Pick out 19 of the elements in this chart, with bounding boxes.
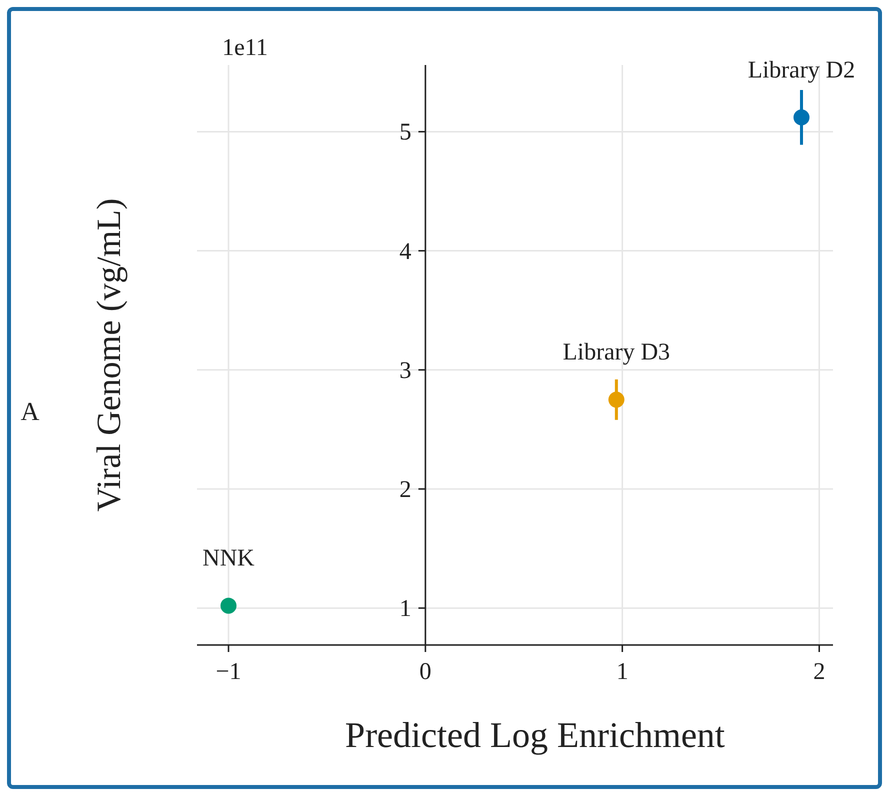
text: A: [20, 397, 40, 426]
series-label: Library D3: [562, 340, 670, 366]
series-label: Library D2: [748, 57, 856, 84]
y-tick-label: 5: [399, 120, 412, 146]
x-tick-label: −1: [216, 659, 242, 685]
point: [608, 392, 624, 408]
y-tick-label: 1: [399, 596, 412, 622]
point: [220, 598, 237, 614]
x-axis-title: Predicted Log Enrichment: [345, 715, 725, 755]
x-tick-label: 1: [616, 659, 628, 685]
y-tick-label: 3: [399, 358, 412, 384]
x-tick-label: 2: [813, 659, 826, 685]
series-label: NNK: [202, 546, 256, 572]
y-tick-label: 4: [399, 238, 412, 265]
y-tick-label: 2: [399, 476, 412, 503]
point: [793, 109, 810, 126]
text: 1e11: [222, 35, 268, 61]
y-axis-title: Viral Genome (vg/mL): [91, 198, 128, 512]
x-tick-label: 0: [419, 659, 432, 685]
